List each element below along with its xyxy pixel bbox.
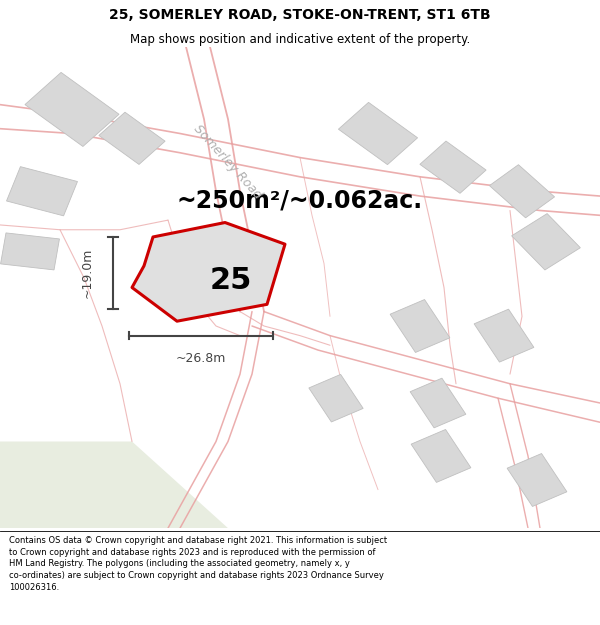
Text: ~26.8m: ~26.8m [176,352,226,365]
Bar [7,167,77,216]
Text: Contains OS data © Crown copyright and database right 2021. This information is : Contains OS data © Crown copyright and d… [9,536,387,592]
Text: Somerley Road: Somerley Road [191,122,265,202]
Text: ~19.0m: ~19.0m [81,248,94,298]
Bar [411,429,471,483]
Text: Map shows position and indicative extent of the property.: Map shows position and indicative extent… [130,32,470,46]
Bar [507,454,567,506]
Text: ~250m²/~0.062ac.: ~250m²/~0.062ac. [177,189,423,213]
Bar [474,309,534,362]
Polygon shape [0,441,228,528]
Bar [338,102,418,164]
Bar [410,378,466,428]
Text: 25, SOMERLEY ROAD, STOKE-ON-TRENT, ST1 6TB: 25, SOMERLEY ROAD, STOKE-ON-TRENT, ST1 6… [109,8,491,22]
Bar [179,229,253,289]
Polygon shape [132,222,285,321]
Bar [512,214,580,270]
Bar [99,112,165,164]
Bar [490,165,554,217]
Bar [309,374,363,422]
Bar [1,233,59,270]
Bar [25,72,119,146]
Bar [420,141,486,193]
Text: 25: 25 [210,266,252,295]
Bar [390,299,450,352]
